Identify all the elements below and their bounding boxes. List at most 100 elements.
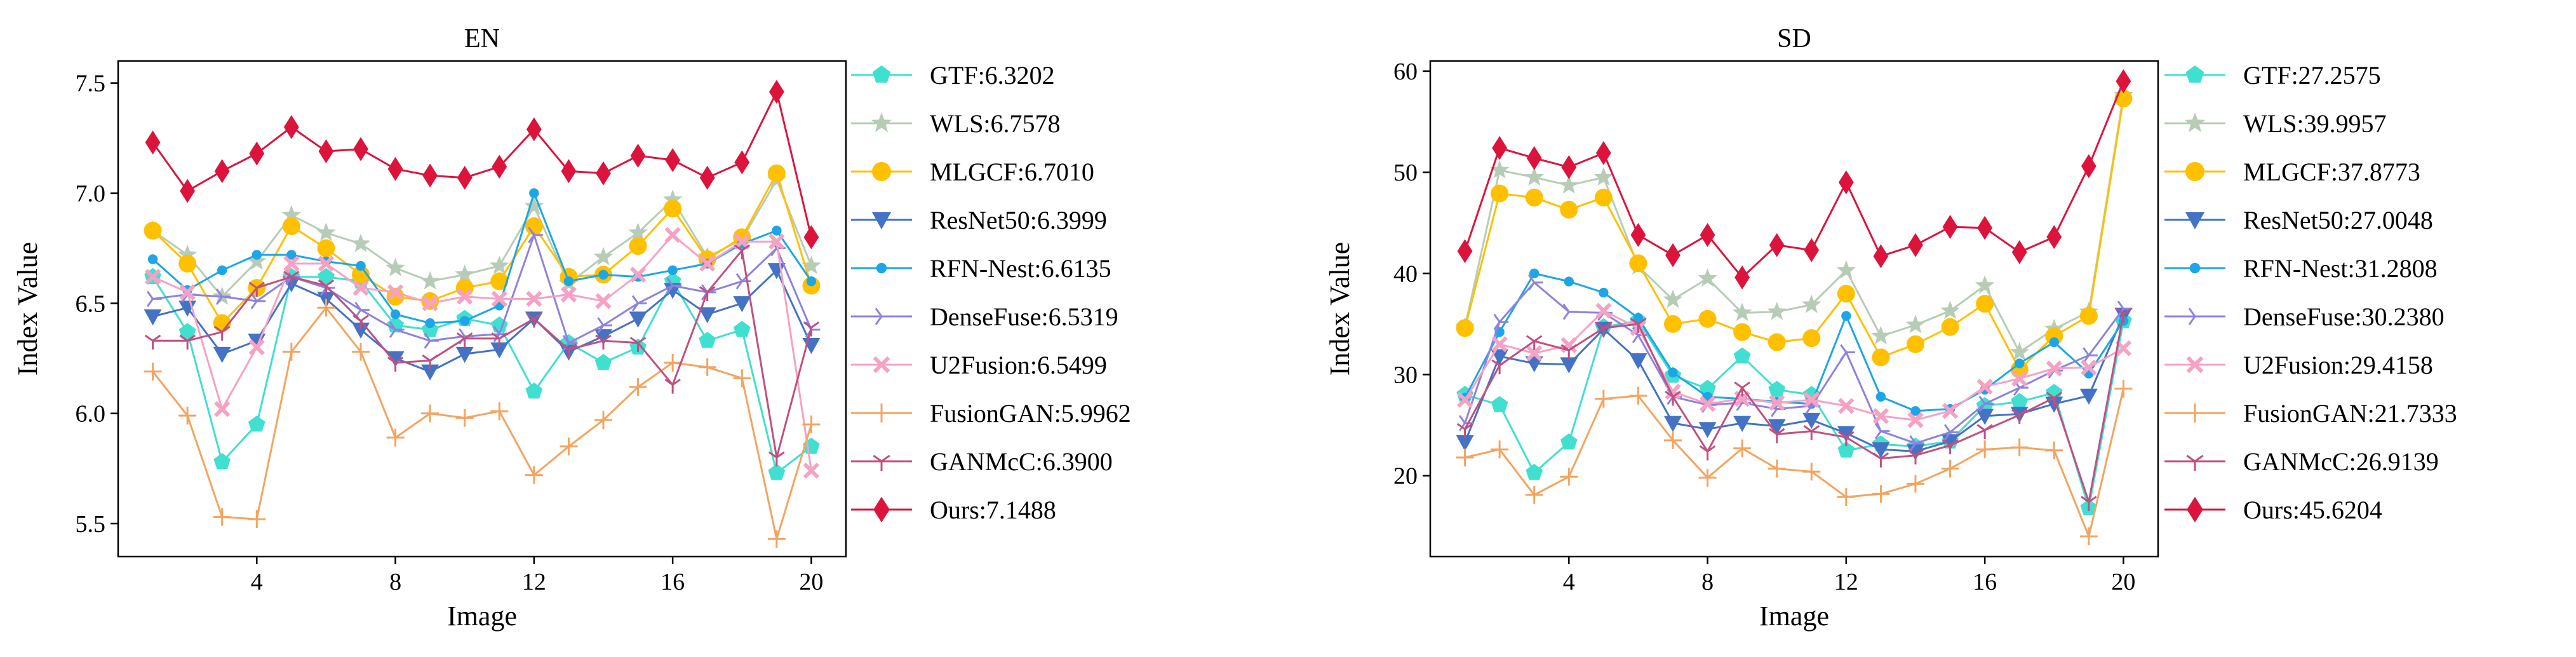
data-point bbox=[490, 402, 509, 421]
data-point bbox=[1525, 485, 1543, 504]
data-point bbox=[1976, 424, 1993, 440]
legend-item: GANMcC:26.9139 bbox=[2164, 447, 2439, 476]
data-point bbox=[1457, 239, 1473, 264]
data-point bbox=[1837, 488, 1855, 506]
legend-marker bbox=[875, 308, 891, 325]
data-point bbox=[1838, 398, 1855, 414]
data-point bbox=[1700, 222, 1715, 247]
legend-label: ResNet50:27.0048 bbox=[2243, 206, 2433, 234]
data-point bbox=[248, 339, 265, 356]
legend-marker bbox=[876, 262, 887, 274]
data-point bbox=[1560, 468, 1578, 486]
data-point bbox=[767, 164, 786, 182]
data-point bbox=[422, 295, 438, 311]
data-point bbox=[2079, 388, 2098, 405]
legend-item: FusionGAN:5.9962 bbox=[851, 399, 1131, 428]
data-point bbox=[1595, 322, 1612, 337]
data-point bbox=[144, 362, 162, 381]
legend-marker bbox=[2186, 454, 2204, 471]
legend-label: DenseFuse:6.5319 bbox=[930, 302, 1118, 331]
data-point bbox=[213, 452, 231, 470]
legend-marker bbox=[872, 162, 891, 181]
data-point bbox=[283, 271, 300, 286]
data-point bbox=[1768, 428, 1785, 444]
data-point bbox=[664, 353, 682, 372]
series-line-rfn-nest bbox=[1464, 272, 2124, 412]
data-point bbox=[1595, 140, 1611, 165]
legend-item: DenseFuse:6.5319 bbox=[851, 302, 1118, 331]
x-axis-label: Image bbox=[447, 600, 517, 632]
data-point bbox=[455, 409, 474, 427]
data-point bbox=[806, 276, 817, 287]
legend: GTF:27.2575 WLS:39.9957 MLGCF:37.8773 ResNe… bbox=[2164, 61, 2457, 524]
legend-label: MLGCF:6.7010 bbox=[930, 158, 1094, 186]
data-point bbox=[1874, 423, 1890, 440]
data-point bbox=[1769, 233, 1785, 257]
data-point bbox=[1562, 304, 1578, 320]
plot-area bbox=[143, 79, 821, 548]
data-point bbox=[1561, 155, 1577, 180]
data-point bbox=[772, 226, 782, 236]
data-point bbox=[525, 383, 543, 399]
data-point bbox=[1837, 441, 1855, 458]
legend-item: FusionGAN:21.7333 bbox=[2164, 399, 2457, 428]
data-point bbox=[1456, 449, 1474, 466]
legend-item: WLS:6.7578 bbox=[851, 109, 1061, 138]
data-point bbox=[1629, 254, 1647, 273]
legend-label: WLS:39.9957 bbox=[2243, 109, 2387, 138]
x-tick-label: 8 bbox=[1701, 569, 1714, 595]
legend-label: GANMcC:26.9139 bbox=[2243, 447, 2439, 476]
legend-marker bbox=[2185, 403, 2204, 423]
data-point bbox=[1907, 475, 1924, 493]
legend-label: U2Fusion:29.4158 bbox=[2243, 351, 2433, 379]
data-point bbox=[1734, 265, 1750, 290]
data-point bbox=[1875, 391, 1886, 402]
data-point bbox=[1491, 440, 1509, 459]
legend-marker bbox=[872, 403, 891, 423]
x-tick-label: 20 bbox=[799, 569, 823, 595]
legend-item: U2Fusion:29.4158 bbox=[2164, 351, 2433, 379]
data-point bbox=[146, 290, 162, 308]
legend-label: RFN-Nest:6.6135 bbox=[930, 254, 1111, 283]
data-point bbox=[356, 261, 366, 271]
data-point bbox=[629, 378, 647, 396]
data-point bbox=[1699, 445, 1716, 461]
data-point bbox=[214, 401, 231, 417]
data-point bbox=[699, 255, 716, 272]
data-point bbox=[386, 428, 405, 447]
data-point bbox=[1977, 215, 1993, 240]
data-point bbox=[179, 284, 196, 301]
data-point bbox=[1871, 325, 1891, 344]
y-tick-label: 50 bbox=[1393, 159, 1418, 186]
data-point bbox=[594, 411, 612, 430]
data-point bbox=[422, 354, 438, 370]
data-point bbox=[1838, 431, 1855, 447]
data-point bbox=[178, 254, 197, 273]
legend-item: RFN-Nest:31.2808 bbox=[2164, 254, 2438, 283]
data-point bbox=[1560, 433, 1578, 450]
x-tick-label: 16 bbox=[1973, 569, 1997, 595]
series-line-mlgcf bbox=[152, 170, 812, 325]
data-point bbox=[282, 217, 300, 235]
data-point bbox=[2079, 307, 2098, 325]
data-point bbox=[1564, 276, 1574, 287]
data-point bbox=[1529, 268, 1540, 278]
data-point bbox=[734, 233, 750, 250]
data-point bbox=[2081, 359, 2097, 376]
data-point bbox=[318, 268, 335, 285]
data-point bbox=[666, 277, 682, 294]
data-point bbox=[1803, 391, 1820, 408]
y-tick-label: 40 bbox=[1393, 261, 1418, 287]
data-point bbox=[1593, 167, 1614, 186]
legend-item: WLS:39.9957 bbox=[2164, 109, 2387, 138]
series-ours bbox=[1457, 69, 2131, 290]
data-point bbox=[178, 323, 196, 339]
data-point bbox=[595, 334, 612, 350]
data-point bbox=[1560, 357, 1578, 374]
data-point bbox=[1594, 188, 1613, 207]
data-point bbox=[699, 165, 715, 190]
data-point bbox=[699, 286, 716, 301]
legend-marker bbox=[873, 496, 890, 523]
data-point bbox=[1560, 201, 1578, 219]
x-tick-label: 8 bbox=[389, 569, 401, 595]
